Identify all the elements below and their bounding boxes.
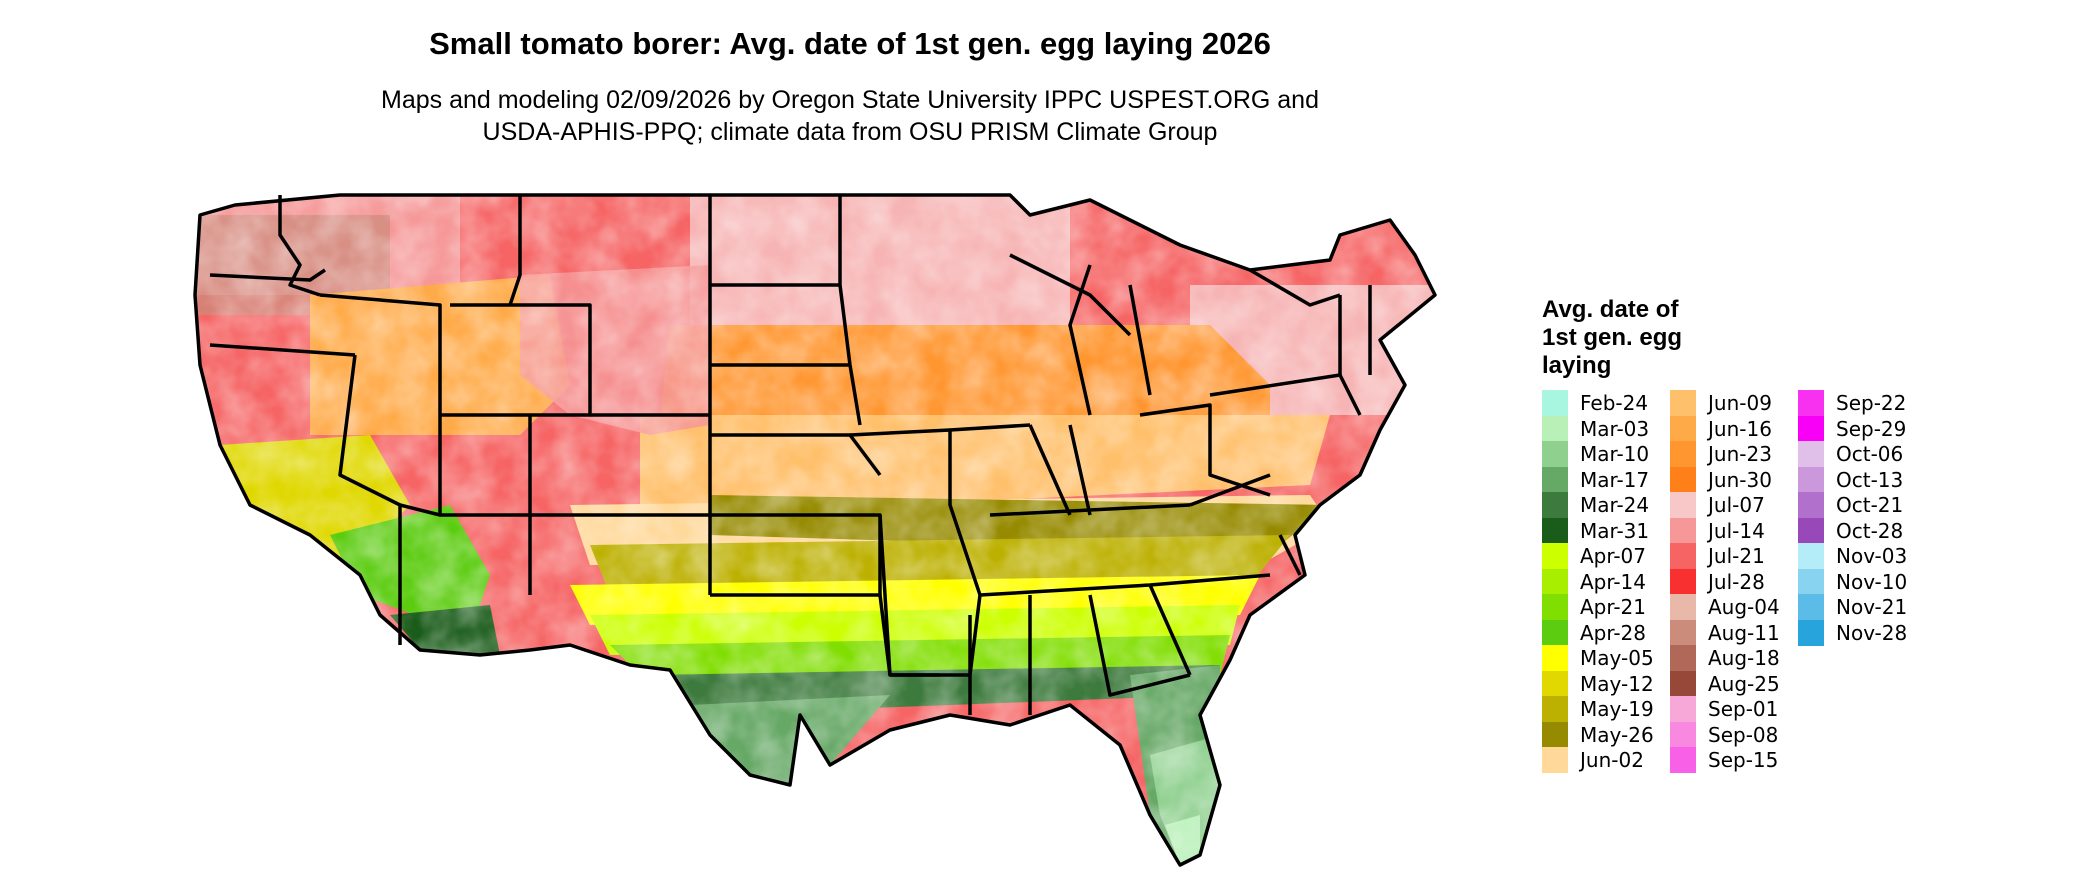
legend-swatch	[1798, 517, 1824, 544]
legend-swatch	[1542, 619, 1568, 646]
legend-label: Mar-03	[1580, 416, 1650, 441]
legend-label: Oct-28	[1836, 518, 1904, 543]
legend-label: Apr-21	[1580, 595, 1646, 619]
heat-bands	[195, 195, 1435, 865]
legend-label: May-12	[1580, 671, 1654, 696]
map-subtitle: Maps and modeling 02/09/2026 by Oregon S…	[0, 84, 1700, 148]
legend-swatch	[1670, 441, 1696, 467]
legend-title-line-3: laying	[1542, 352, 1612, 379]
legend-swatch	[1542, 466, 1568, 493]
legend-label: Sep-22	[1836, 391, 1907, 415]
legend-label: Jun-16	[1708, 416, 1772, 441]
legend-swatch	[1798, 415, 1824, 442]
legend-swatch	[1670, 466, 1696, 493]
legend-label: Jun-02	[1580, 748, 1644, 772]
legend-swatch	[1798, 619, 1824, 646]
legend-label: Nov-28	[1836, 620, 1908, 645]
legend-swatch	[1670, 670, 1696, 697]
legend-label: Oct-06	[1836, 442, 1904, 466]
legend-label: Nov-03	[1836, 544, 1908, 568]
legend-label: Oct-13	[1836, 467, 1904, 492]
legend-swatch	[1542, 441, 1568, 467]
legend-swatch	[1542, 415, 1568, 442]
legend-label: Mar-24	[1580, 493, 1650, 517]
legend-label: Apr-14	[1580, 569, 1646, 594]
legend-label: Apr-28	[1580, 620, 1646, 645]
us-map	[193, 193, 1437, 867]
legend-label: Apr-07	[1580, 544, 1646, 568]
legend-label: May-05	[1580, 646, 1654, 670]
subtitle-line-1: Maps and modeling 02/09/2026 by Oregon S…	[381, 86, 1319, 114]
legend-label: Jul-28	[1708, 569, 1765, 594]
legend-label: May-26	[1580, 722, 1654, 747]
legend-swatch	[1670, 415, 1696, 442]
legend-label: Nov-21	[1836, 595, 1908, 619]
legend-label: Sep-15	[1708, 748, 1779, 772]
legend-label: Oct-21	[1836, 493, 1904, 517]
legend-label: Aug-25	[1708, 671, 1780, 696]
legend-label: Jul-07	[1708, 493, 1765, 517]
legend-label: Jun-23	[1708, 442, 1772, 466]
legend-title: Avg. date of 1st gen. egg laying	[1542, 296, 1762, 380]
legend-label: Jun-09	[1708, 391, 1772, 415]
legend-swatch	[1670, 594, 1696, 620]
legend-label: Sep-01	[1708, 697, 1779, 721]
legend-swatch	[1670, 645, 1696, 671]
legend-swatch	[1542, 517, 1568, 544]
legend-swatch	[1542, 721, 1568, 748]
legend-swatch	[1670, 517, 1696, 544]
legend-label: Aug-18	[1708, 646, 1780, 670]
legend-label: Sep-08	[1708, 722, 1779, 747]
legend-swatch	[1542, 492, 1568, 518]
subtitle-line-2: USDA-APHIS-PPQ; climate data from OSU PR…	[482, 118, 1218, 146]
state-borders	[193, 193, 1437, 867]
legend-label: Jun-30	[1708, 467, 1772, 492]
legend-label: Sep-29	[1836, 416, 1907, 441]
legend-swatch	[1542, 543, 1568, 569]
legend-swatch	[1542, 390, 1568, 416]
legend-swatch	[1542, 670, 1568, 697]
legend-label: Aug-11	[1708, 620, 1780, 645]
legend-swatch	[1798, 594, 1824, 620]
legend-label: Mar-10	[1580, 442, 1650, 466]
legend-swatch	[1670, 543, 1696, 569]
legend-swatch	[1798, 543, 1824, 569]
legend-swatch	[1542, 594, 1568, 620]
legend-swatch	[1670, 696, 1696, 722]
legend-swatch	[1798, 492, 1824, 518]
legend-swatch	[1670, 721, 1696, 748]
legend-label: Nov-10	[1836, 569, 1908, 594]
legend-swatch	[1670, 747, 1696, 773]
legend-swatch	[1670, 492, 1696, 518]
legend-label: Aug-04	[1708, 595, 1780, 619]
legend-swatch	[1670, 568, 1696, 595]
legend-label: Mar-17	[1580, 467, 1650, 492]
legend-swatch	[1542, 568, 1568, 595]
legend-swatch	[1542, 747, 1568, 773]
map-title: Small tomato borer: Avg. date of 1st gen…	[429, 26, 1271, 61]
legend-swatch	[1798, 466, 1824, 493]
legend-label: Feb-24	[1580, 391, 1649, 415]
legend-title-line-2: 1st gen. egg	[1542, 324, 1683, 351]
legend-title-line-1: Avg. date of	[1542, 296, 1679, 323]
legend-swatch	[1798, 390, 1824, 416]
legend-swatch	[1798, 568, 1824, 595]
legend-swatch	[1542, 645, 1568, 671]
legend-label: Mar-31	[1580, 518, 1650, 543]
legend-swatch	[1670, 390, 1696, 416]
legend-label: May-19	[1580, 697, 1654, 721]
legend-label: Jul-14	[1708, 518, 1765, 543]
legend-label: Jul-21	[1708, 544, 1765, 568]
legend-swatch	[1670, 619, 1696, 646]
legend-swatch	[1798, 441, 1824, 467]
legend-swatch	[1542, 696, 1568, 722]
